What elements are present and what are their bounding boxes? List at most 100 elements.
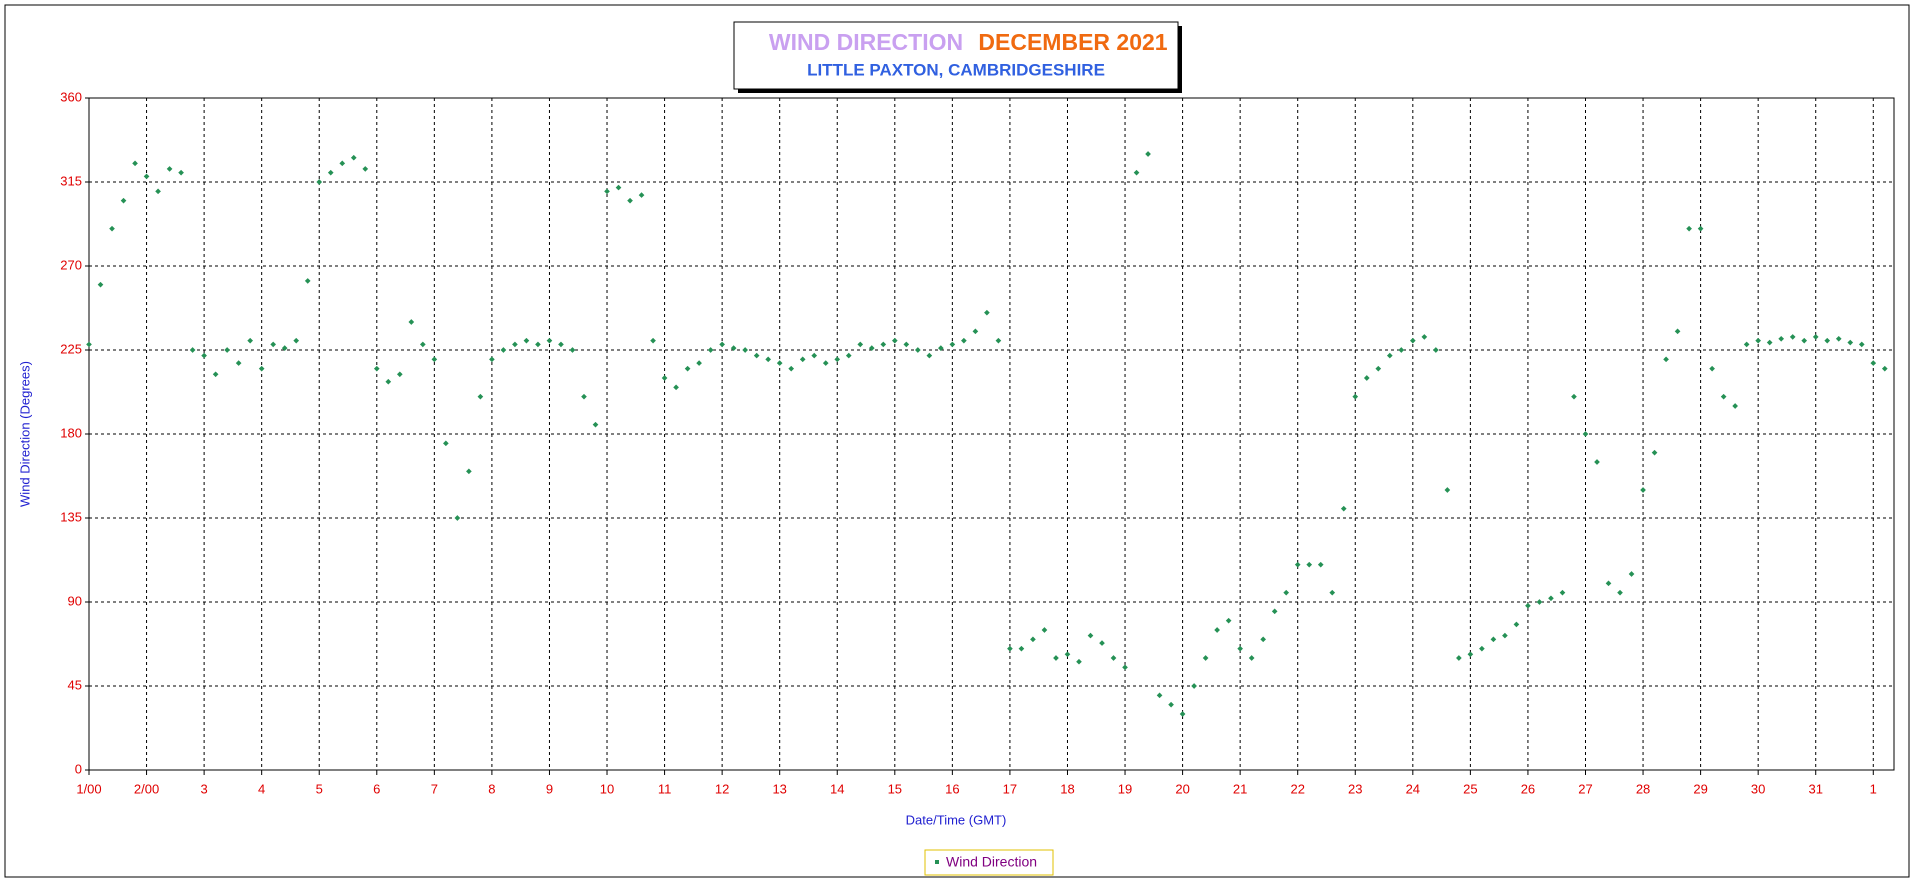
point [396, 371, 403, 378]
point [1156, 692, 1163, 699]
point [443, 440, 449, 447]
x-tick-label: 15 [888, 781, 902, 796]
point [995, 337, 1002, 344]
point [1640, 487, 1646, 493]
point [1317, 561, 1324, 568]
point [707, 347, 714, 353]
point [1743, 341, 1750, 348]
point [1789, 334, 1796, 340]
y-axis-label: Wind Direction (Degrees) [17, 361, 32, 507]
point [673, 384, 679, 391]
point [431, 356, 438, 363]
point [178, 169, 184, 176]
y-tick-label: 0 [75, 761, 82, 776]
x-tick-label: 23 [1348, 781, 1362, 796]
point [1605, 580, 1612, 587]
point [1433, 347, 1439, 353]
x-tick-label: 4 [258, 781, 265, 796]
point [1421, 334, 1428, 340]
x-tick-label: 7 [431, 781, 438, 796]
point [1237, 645, 1243, 652]
point [1133, 169, 1140, 176]
point [1030, 636, 1036, 643]
y-tick-label: 45 [68, 677, 82, 692]
x-tick-label: 17 [1003, 781, 1017, 796]
point [604, 188, 610, 195]
point [788, 365, 795, 372]
x-tick-label: 27 [1578, 781, 1592, 796]
point [1248, 655, 1255, 661]
point [155, 188, 161, 195]
x-axis-label: Date/Time (GMT) [906, 812, 1007, 827]
point [1363, 375, 1370, 381]
point [1122, 664, 1128, 671]
point [1697, 225, 1704, 232]
x-tick-label: 16 [945, 781, 959, 796]
point [120, 197, 127, 204]
point [1628, 571, 1635, 577]
point [1283, 589, 1290, 596]
point [638, 192, 645, 198]
point [811, 352, 818, 359]
point [880, 341, 887, 348]
y-tick-label: 90 [68, 593, 82, 608]
point [489, 356, 495, 363]
x-tick-label: 3 [200, 781, 207, 796]
point [684, 365, 691, 372]
point [1087, 632, 1094, 639]
x-tick-label: 21 [1233, 781, 1247, 796]
point [1306, 561, 1313, 568]
point [719, 341, 725, 348]
x-tick-label: 26 [1521, 781, 1535, 796]
point [1674, 328, 1681, 335]
x-tick-label: 8 [488, 781, 495, 796]
point [1617, 589, 1623, 596]
point [627, 197, 633, 204]
point [765, 356, 772, 363]
x-tick-label: 10 [600, 781, 614, 796]
point [1502, 632, 1508, 639]
point [1444, 487, 1451, 493]
point [1651, 449, 1658, 456]
point [1490, 636, 1497, 643]
point [1548, 595, 1554, 602]
point [1064, 651, 1071, 658]
point [1168, 701, 1174, 708]
point [961, 337, 967, 344]
x-tick-label: 31 [1808, 781, 1822, 796]
point [730, 345, 737, 351]
point [1582, 431, 1589, 437]
point [97, 281, 104, 288]
x-tick-label: 18 [1060, 781, 1074, 796]
point [1386, 352, 1393, 359]
point [1053, 655, 1059, 661]
point [235, 360, 242, 366]
x-tick-label: 22 [1290, 781, 1304, 796]
point [1225, 617, 1232, 624]
point [512, 341, 518, 348]
point [776, 360, 783, 366]
point [1041, 627, 1048, 633]
point [1525, 602, 1531, 609]
point [1214, 627, 1220, 633]
point [938, 345, 944, 351]
x-tick-label: 29 [1693, 781, 1707, 796]
point [1375, 365, 1382, 372]
point [949, 341, 956, 348]
point [535, 341, 541, 348]
point [1870, 360, 1877, 366]
point [822, 360, 829, 366]
point [1007, 645, 1013, 652]
point [1145, 151, 1151, 157]
point [293, 337, 300, 344]
point [1709, 365, 1715, 372]
x-tick-label: 11 [658, 781, 672, 796]
point [546, 337, 553, 344]
y-tick-label: 270 [60, 257, 82, 272]
point [615, 184, 622, 191]
point [212, 371, 219, 378]
point [258, 365, 265, 372]
x-tick-label: 2/00 [134, 781, 159, 796]
x-tick-label: 9 [546, 781, 553, 796]
